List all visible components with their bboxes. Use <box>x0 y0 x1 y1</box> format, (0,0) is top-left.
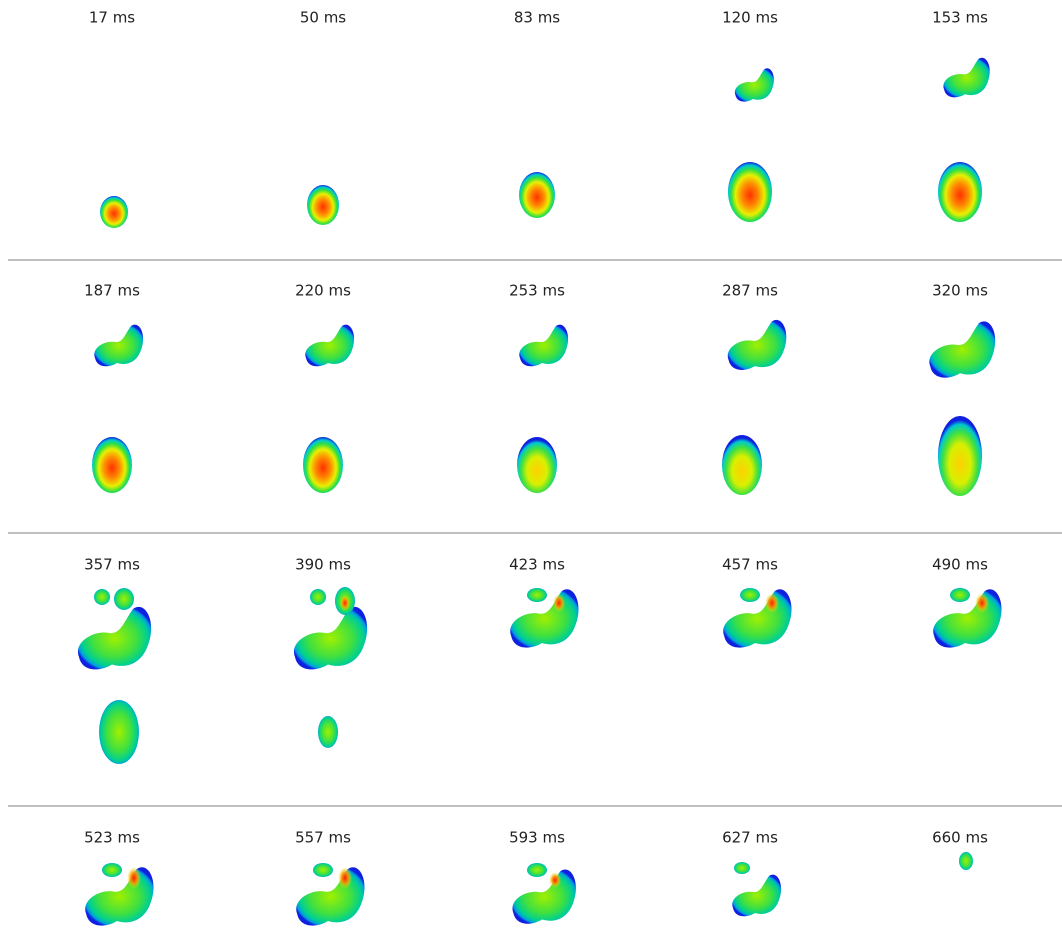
pressure-blob <box>94 589 110 605</box>
frame-time-label: 220 ms <box>295 282 351 300</box>
frame-time-label: 83 ms <box>514 9 560 27</box>
pressure-blob <box>732 874 782 917</box>
pressure-blob <box>527 863 547 877</box>
pressure-blob <box>85 867 154 926</box>
pressure-blob <box>512 869 576 924</box>
pressure-blob <box>519 172 555 218</box>
pressure-blob <box>727 319 787 370</box>
frame-time-label: 423 ms <box>509 556 565 574</box>
frame-time-label: 390 ms <box>295 556 351 574</box>
frame-time-label: 457 ms <box>722 556 778 574</box>
frame-time-label: 320 ms <box>932 282 988 300</box>
pressure-blob <box>938 162 982 222</box>
frame-time-label: 120 ms <box>722 9 778 27</box>
pressure-blob <box>950 588 970 602</box>
pressure-blob <box>734 862 750 874</box>
pressure-blob <box>943 57 990 98</box>
pressure-blob <box>728 162 772 222</box>
pressure-blob <box>77 606 152 670</box>
pressure-blob <box>307 185 339 225</box>
frame-time-label: 50 ms <box>300 9 346 27</box>
pressure-blob <box>293 606 368 670</box>
pressure-blob <box>340 595 350 611</box>
pressure-blob <box>313 863 333 877</box>
pressure-blob <box>318 716 338 748</box>
pressure-blob <box>127 867 141 889</box>
pressure-blob <box>527 588 547 602</box>
pressure-blob <box>92 437 132 493</box>
frame-time-label: 153 ms <box>932 9 988 27</box>
pressure-blob <box>338 867 352 889</box>
pressure-blob <box>310 589 326 605</box>
pressure-blob <box>114 588 134 610</box>
pressure-blob <box>100 196 128 228</box>
frame-time-label: 627 ms <box>722 829 778 847</box>
frame-time-label: 660 ms <box>932 829 988 847</box>
pressure-blob <box>765 593 779 613</box>
frame-time-label: 287 ms <box>722 282 778 300</box>
frame-time-label: 357 ms <box>84 556 140 574</box>
pressure-blob <box>99 700 139 764</box>
frame-time-label: 17 ms <box>89 9 135 27</box>
pressure-blob <box>519 324 569 367</box>
pressure-blob <box>929 321 996 378</box>
frame-time-label: 490 ms <box>932 556 988 574</box>
pressure-blob <box>938 416 982 496</box>
pressure-blob <box>517 437 557 493</box>
pressure-blob <box>553 594 565 612</box>
pressure-blob <box>549 872 561 888</box>
pressure-blob <box>722 435 762 495</box>
frame-time-label: 557 ms <box>295 829 351 847</box>
pressure-blob <box>975 593 989 613</box>
pressure-blob <box>303 437 343 493</box>
frame-time-label: 593 ms <box>509 829 565 847</box>
pressure-blob <box>734 68 774 102</box>
pressure-blob <box>296 867 365 926</box>
pressure-blob <box>959 852 973 870</box>
pressure-blob <box>102 863 122 877</box>
pressure-blob <box>305 324 355 367</box>
frame-time-label: 523 ms <box>84 829 140 847</box>
pressure-blob <box>94 324 144 367</box>
pressure-blob <box>740 588 760 602</box>
frame-time-label: 253 ms <box>509 282 565 300</box>
frame-time-label: 187 ms <box>84 282 140 300</box>
